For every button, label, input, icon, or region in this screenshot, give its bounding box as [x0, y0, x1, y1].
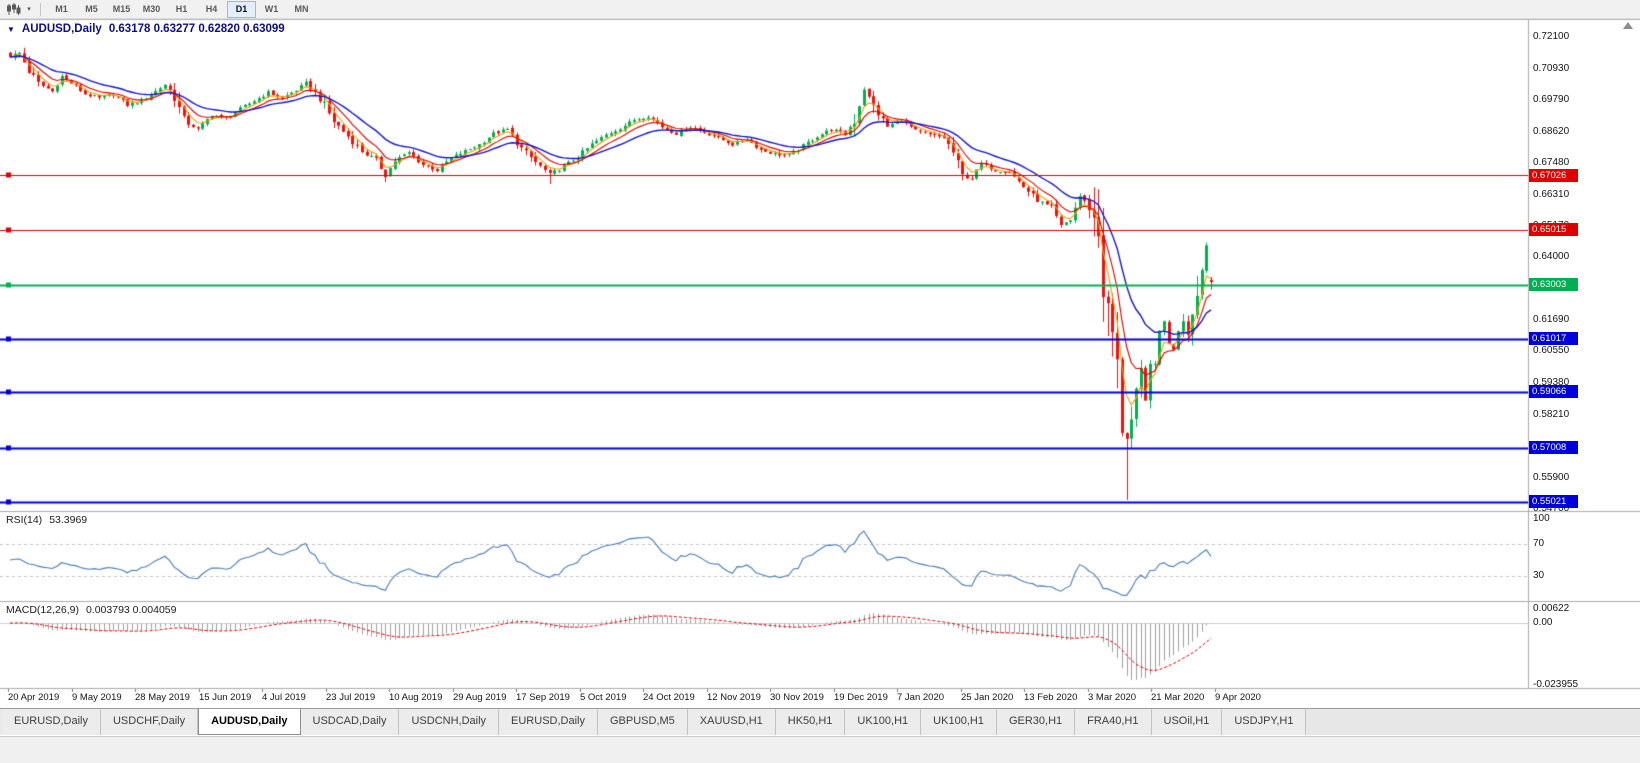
date-axis-label: 17 Sep 2019 — [516, 692, 570, 703]
chart-shift-marker[interactable] — [1623, 22, 1633, 29]
chart-tab[interactable]: EURUSD,Daily — [499, 709, 598, 735]
chart-tab[interactable]: AUDUSD,Daily — [198, 709, 301, 735]
chart-tab[interactable]: USDCNH,Daily — [399, 709, 500, 735]
chart-title: ▼ AUDUSD,Daily 0.63178 0.63277 0.62820 0… — [7, 23, 285, 35]
rsi-name: RSI(14) — [6, 514, 43, 526]
chart-tabs-bar: EURUSD,Daily USDCHF,Daily AUDUSD,Daily USDC… — [0, 708, 1640, 735]
price-level-tag: 0.57008 — [1529, 441, 1578, 454]
date-axis-label: 3 Mar 2020 — [1088, 692, 1137, 703]
chart-tab[interactable]: XAUUSD,H1 — [687, 709, 776, 735]
macd-indicator-label: MACD(12,26,9) 0.003793 0.004059 — [6, 604, 176, 616]
macd-axis-label: 0.00622 — [1533, 603, 1570, 614]
date-axis-label: 19 Dec 2019 — [834, 692, 888, 703]
chart-tab[interactable]: GER30,H1 — [996, 709, 1076, 735]
chart-tab[interactable]: USDCHF,Daily — [100, 709, 199, 735]
symbol-dropdown-icon[interactable]: ▼ — [7, 25, 15, 34]
date-axis-label: 25 Jan 2020 — [961, 692, 1014, 703]
rsi-axis[interactable]: 100 70 30 — [1529, 512, 1639, 601]
price-axis-label: 0.66310 — [1533, 189, 1570, 200]
price-level-tag: 0.61017 — [1529, 332, 1578, 345]
chart-tab[interactable]: USDJPY,H1 — [1222, 709, 1307, 735]
chart-tab[interactable]: UK100,H1 — [845, 709, 922, 735]
chart-tab[interactable]: GBPUSD,M5 — [598, 709, 688, 735]
timeframe-button-w1[interactable]: W1 — [264, 3, 279, 14]
status-bar — [0, 736, 1640, 763]
date-axis-label: 12 Nov 2019 — [707, 692, 761, 703]
candlestick-chart-icon — [6, 2, 20, 15]
date-axis-label: 9 May 2019 — [72, 692, 122, 703]
date-axis-label: 4 Jul 2019 — [262, 692, 306, 703]
price-axis-label: 0.68620 — [1533, 126, 1570, 137]
chart-tab[interactable]: USOil,H1 — [1151, 709, 1223, 735]
macd-axis[interactable]: 0.00622 0.00 -0.023955 — [1529, 602, 1639, 690]
chart-symbol-period: AUDUSD,Daily — [21, 23, 102, 35]
rsi-indicator-label: RSI(14) 53.3969 — [6, 514, 87, 526]
price-axis-label: 0.59380 — [1533, 377, 1570, 388]
price-level-tag: 0.55021 — [1529, 495, 1578, 508]
rsi-axis-label: 70 — [1533, 538, 1545, 549]
date-axis[interactable]: 20 Apr 2019 9 May 2019 28 May 2019 15 Jun 2… — [0, 689, 1528, 708]
macd-values: 0.003793 0.004059 — [85, 604, 177, 616]
caret-down-icon[interactable]: ▾ — [27, 6, 31, 13]
price-axis-label: 0.61690 — [1533, 314, 1570, 325]
price-axis-label: 0.70930 — [1533, 63, 1570, 74]
macd-axis-label: 0.00 — [1533, 617, 1553, 628]
timeframe-button-m15[interactable]: M15 — [112, 3, 131, 14]
price-level-tag: 0.65015 — [1529, 223, 1578, 236]
price-level-tags: 0.67026 0.65015 0.63003 0.61017 0.59066 0.570… — [1528, 19, 1640, 689]
date-axis-label: 28 May 2019 — [135, 692, 190, 703]
timeframe-button-m30[interactable]: M30 — [142, 3, 161, 14]
date-axis-label: 5 Oct 2019 — [580, 692, 627, 703]
macd-axis-label: -0.023955 — [1533, 679, 1579, 690]
timeframe-button-m5[interactable]: M5 — [85, 3, 98, 14]
rsi-value: 53.3969 — [49, 514, 88, 526]
price-level-tag: 0.63003 — [1529, 278, 1578, 291]
chart-tab[interactable]: EURUSD,Daily — [2, 709, 101, 735]
date-axis-label: 7 Jan 2020 — [897, 692, 945, 703]
price-axis-label: 0.55900 — [1533, 472, 1570, 483]
price-axis-label: 0.54760 — [1533, 503, 1570, 514]
timeframe-buttons: M1 M5 M15 M30 H1 H4 D1 W1 MN — [47, 0, 316, 18]
rsi-axis-label: 30 — [1533, 570, 1545, 581]
date-axis-label: 13 Feb 2020 — [1024, 692, 1078, 703]
price-level-tag: 0.67026 — [1529, 169, 1578, 182]
timeframe-button-m1[interactable]: M1 — [55, 3, 68, 14]
timeframe-button-d1[interactable]: D1 — [227, 0, 256, 18]
date-axis-label: 10 Aug 2019 — [389, 692, 443, 703]
chart-tab[interactable]: FRA40,H1 — [1075, 709, 1152, 735]
price-axis-label: 0.60550 — [1533, 345, 1570, 356]
timeframe-button-mn[interactable]: MN — [294, 3, 309, 14]
price-axis-label: 0.67480 — [1533, 157, 1570, 168]
chart-type-button[interactable] — [4, 1, 22, 17]
date-axis-label: 23 Jul 2019 — [326, 692, 376, 703]
chart-ohlc-values: 0.63178 0.63277 0.62820 0.63099 — [108, 23, 285, 35]
rsi-axis-label: 100 — [1533, 513, 1550, 524]
toolbar-separator — [40, 2, 41, 16]
timeframes-toolbar: ▾ M1 M5 M15 M30 H1 H4 D1 W1 MN — [0, 0, 1640, 19]
price-level-tag: 0.59066 — [1529, 385, 1578, 398]
timeframe-button-h1[interactable]: H1 — [175, 3, 188, 14]
chart-tab[interactable]: HK50,H1 — [775, 709, 846, 735]
chart-tab[interactable]: USDCAD,Daily — [300, 709, 400, 735]
date-axis-label: 21 Mar 2020 — [1151, 692, 1205, 703]
price-axis-label: 0.64000 — [1533, 251, 1570, 262]
timeframe-button-h4[interactable]: H4 — [205, 3, 218, 14]
price-axis-label: 0.69790 — [1533, 94, 1570, 105]
chart-tab[interactable]: UK100,H1 — [921, 709, 997, 735]
date-axis-label: 24 Oct 2019 — [643, 692, 695, 703]
date-axis-label: 30 Nov 2019 — [770, 692, 824, 703]
date-axis-label: 9 Apr 2020 — [1215, 692, 1261, 703]
date-axis-label: 29 Aug 2019 — [453, 692, 507, 703]
date-axis-label: 20 Apr 2019 — [8, 692, 60, 703]
macd-name: MACD(12,26,9) — [6, 604, 79, 616]
date-axis-label: 15 Jun 2019 — [199, 692, 252, 703]
price-axis-label: 0.72100 — [1533, 31, 1570, 42]
price-axis-label: 0.58210 — [1533, 409, 1570, 420]
